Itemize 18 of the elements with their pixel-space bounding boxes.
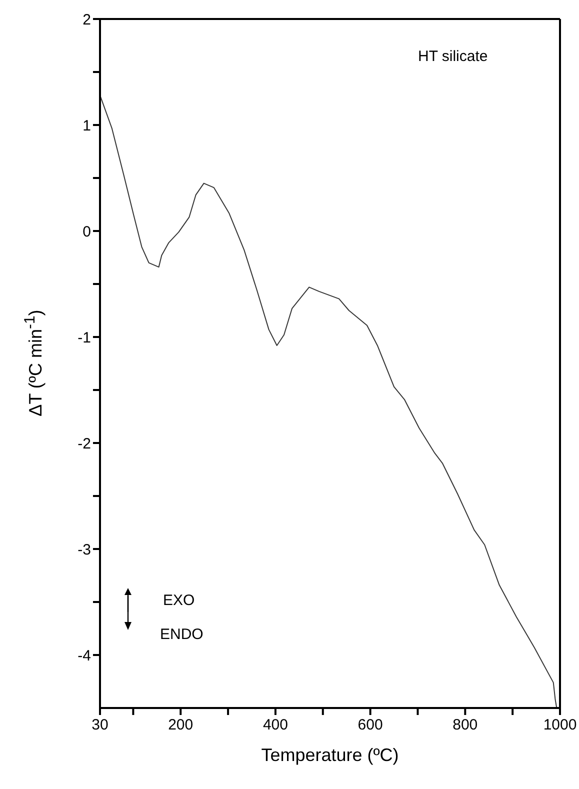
y-tick-label: 1 [82, 117, 91, 134]
x-tick-label: 30 [92, 716, 108, 734]
x-axis-title: Temperature (ºC) [261, 745, 399, 766]
annotation: EXO [163, 592, 195, 609]
line-series [100, 94, 558, 708]
x-tick-label: 600 [358, 716, 383, 734]
y-tick-label: 2 [82, 11, 91, 28]
x-tick-label: 800 [452, 716, 478, 734]
x-tick-label: 400 [262, 716, 288, 734]
annotation: ENDO [160, 626, 204, 643]
x-tick-label: 200 [168, 716, 194, 734]
y-tick-label: 0 [82, 223, 91, 240]
y-tick-label: -1 [78, 329, 91, 346]
y-tick-label: -4 [78, 647, 91, 664]
y-tick-label: -2 [78, 435, 91, 452]
y-tick-label: -3 [78, 541, 91, 558]
annotation: HT silicate [418, 48, 488, 65]
x-tick-label: 1000 [543, 716, 577, 734]
